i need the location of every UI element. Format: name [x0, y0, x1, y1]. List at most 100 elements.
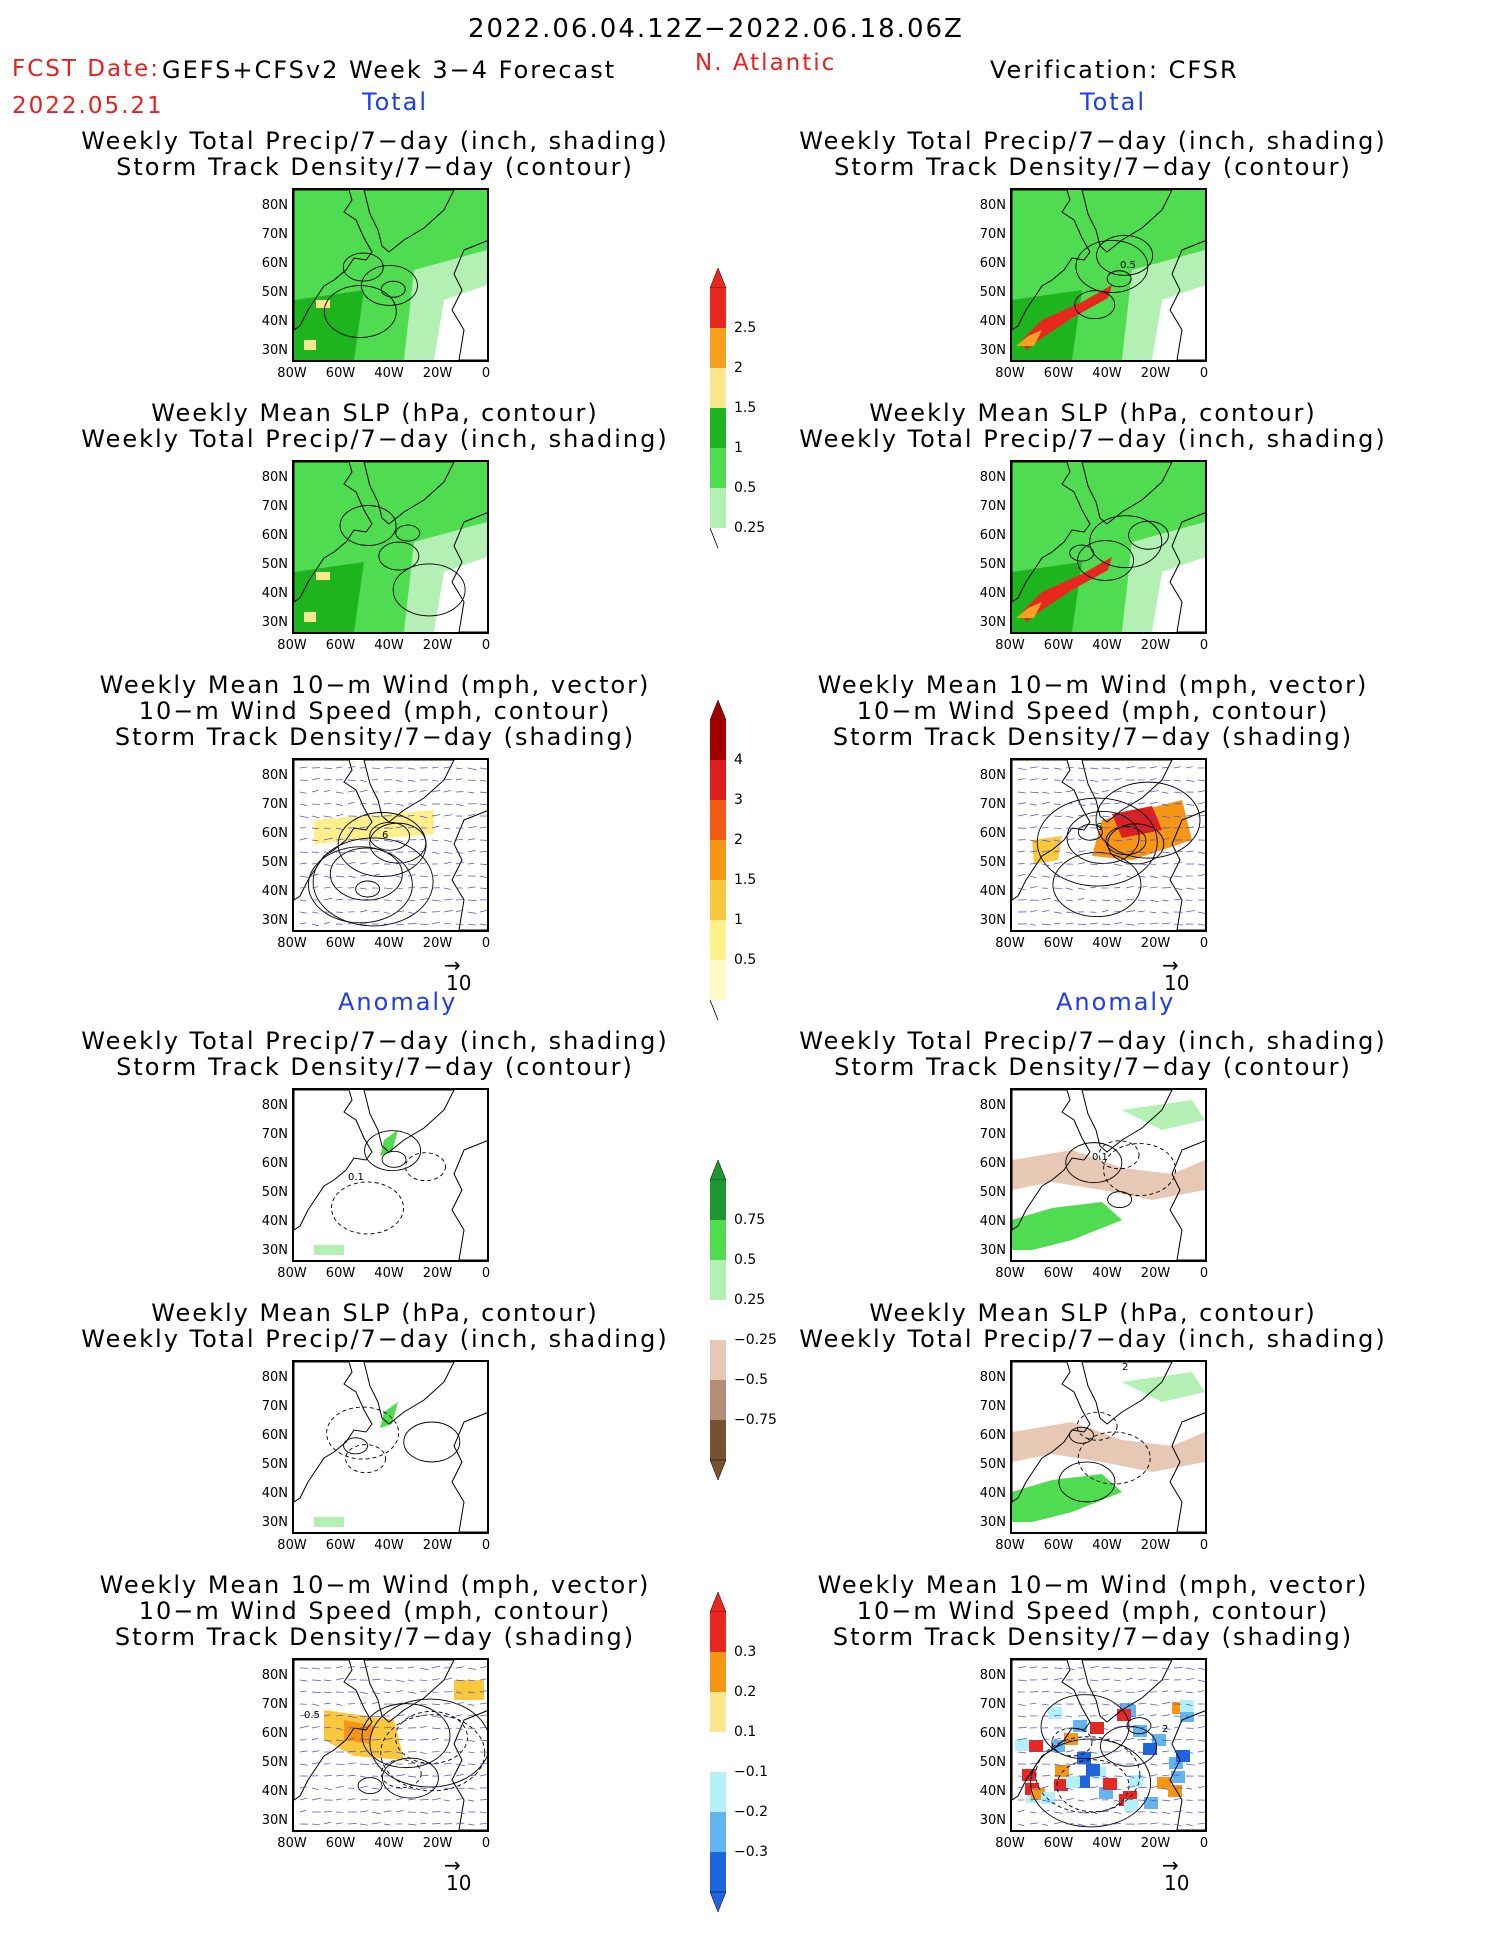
panel-5-1-lon-label: 80W: [990, 1836, 1030, 1851]
colorbar-label: 0.75: [734, 1212, 765, 1228]
panel-2-1-title: Weekly Mean 10−m Wind (mph, vector)10−m …: [743, 672, 1443, 750]
panel-5-1-lat-label: 70N: [966, 1697, 1006, 1712]
panel-3-0-lat-label: 80N: [248, 1098, 288, 1113]
panel-5-1-lat-label: 80N: [966, 1668, 1006, 1683]
panel-0-0-title-line: Storm Track Density/7−day (contour): [25, 154, 725, 180]
colorbar-top-arrow: [710, 700, 726, 720]
panel-1-1-lon-label: 0: [1184, 638, 1224, 653]
panel-1-0-lon-label: 40W: [369, 638, 409, 653]
colorbar-swatch: [710, 328, 726, 368]
colorbar-bottom-arrow: [710, 1460, 726, 1480]
colorbar-top-arrow: [710, 1160, 726, 1180]
panel-0-0-shade-yellow: [316, 300, 330, 308]
panel-4-0-lat-label: 40N: [248, 1486, 288, 1501]
panel-2-1-lon-label: 20W: [1136, 936, 1176, 951]
panel-4-0-lat-label: 30N: [248, 1515, 288, 1530]
panel-2-0-title-line: Weekly Mean 10−m Wind (mph, vector): [25, 672, 725, 698]
panel-0-1-lon-label: 40W: [1087, 366, 1127, 381]
panel-1-0-lat-label: 80N: [248, 470, 288, 485]
panel-5-1-lon-label: 20W: [1136, 1836, 1176, 1851]
panel-2-0-lon-label: 20W: [418, 936, 458, 951]
panel-4-1-map-svg: 2: [1012, 1362, 1205, 1532]
panel-0-0-lon-label: 80W: [272, 366, 312, 381]
panel-4-0-lon-label: 80W: [272, 1538, 312, 1553]
panel-0-0-lon-label: 60W: [321, 366, 361, 381]
colorbar-label: 1.5: [734, 400, 756, 416]
panel-3-0-title: Weekly Total Precip/7−day (inch, shading…: [25, 1028, 725, 1080]
colorbar-swatch: [710, 1340, 726, 1380]
panel-2-0-lat-label: 70N: [248, 797, 288, 812]
panel-2-0-title-line: 10−m Wind Speed (mph, contour): [25, 698, 725, 724]
panel-5-0-lat-label: 60N: [248, 1726, 288, 1741]
panel-1-0-lat-label: 70N: [248, 499, 288, 514]
panel-4-1-lat-label: 80N: [966, 1370, 1006, 1385]
panel-0-0-title-line: Weekly Total Precip/7−day (inch, shading…: [25, 128, 725, 154]
panel-3-0-map: 0.1: [292, 1088, 489, 1262]
panel-3-1-lat-label: 80N: [966, 1098, 1006, 1113]
panel-5-1-lat-label: 50N: [966, 1755, 1006, 1770]
panel-5-1-anom-cell: [1015, 1739, 1029, 1751]
panel-5-1-lon-label: 60W: [1039, 1836, 1079, 1851]
colorbar-label: 0.25: [734, 1292, 765, 1308]
panel-5-0-lon-label: 80W: [272, 1836, 312, 1851]
panel-0-1-title-line: Weekly Total Precip/7−day (inch, shading…: [743, 128, 1443, 154]
panel-2-0-title: Weekly Mean 10−m Wind (mph, vector)10−m …: [25, 672, 725, 750]
panel-3-1-lon-label: 60W: [1039, 1266, 1079, 1281]
colorbar-label: −0.75: [734, 1412, 777, 1428]
colorbar-label: 0.25: [734, 520, 765, 536]
panel-2-0-map-svg: 6: [294, 760, 487, 930]
section-total-right: Total: [1080, 90, 1146, 114]
panel-4-0-lat-label: 80N: [248, 1370, 288, 1385]
panel-0-1-lon-label: 20W: [1136, 366, 1176, 381]
colorbar-swatch: [710, 1260, 726, 1300]
colorbar-swatch: [710, 1852, 726, 1892]
colorbar-label: 2.5: [734, 320, 756, 336]
colorbar-label: 2: [734, 360, 743, 376]
panel-0-0-lat-label: 70N: [248, 227, 288, 242]
panel-2-0-shade-base: [294, 760, 487, 930]
panel-3-1-lon-label: 20W: [1136, 1266, 1176, 1281]
panel-4-1-lat-label: 50N: [966, 1457, 1006, 1472]
panel-4-0-title-line: Weekly Total Precip/7−day (inch, shading…: [25, 1326, 725, 1352]
section-anomaly-right: Anomaly: [1056, 990, 1175, 1014]
panel-5-1-anom-cell: [1086, 1764, 1100, 1776]
forecast-period: 2022.06.04.12Z−2022.06.18.06Z: [468, 16, 964, 42]
panel-2-0-contour-label: 6: [382, 830, 388, 841]
panel-1-0-shade-yellow: [316, 572, 330, 580]
panel-0-1-lon-label: 60W: [1039, 366, 1079, 381]
panel-0-0-lon-label: 0: [466, 366, 506, 381]
colorbar-label: 3: [734, 792, 743, 808]
panel-1-1-lon-label: 60W: [1039, 638, 1079, 653]
panel-0-0-lat-label: 30N: [248, 343, 288, 358]
panel-1-1-lat-label: 30N: [966, 615, 1006, 630]
panel-0-0-map: [292, 188, 489, 362]
panel-1-0-lon-label: 0: [466, 638, 506, 653]
panel-5-0-title: Weekly Mean 10−m Wind (mph, vector)10−m …: [25, 1572, 725, 1650]
panel-3-1-lon-label: 0: [1184, 1266, 1224, 1281]
panel-2-0-lat-label: 80N: [248, 768, 288, 783]
colorbar-swatch: [710, 368, 726, 408]
panel-4-1-lat-label: 60N: [966, 1428, 1006, 1443]
panel-2-0-lon-label: 80W: [272, 936, 312, 951]
panel-1-1-lat-label: 50N: [966, 557, 1006, 572]
panel-5-1-anom-cell: [1066, 1776, 1080, 1788]
panel-4-0-map: [292, 1360, 489, 1534]
panel-1-1-map-svg: [1012, 462, 1205, 632]
panel-1-1-lat-label: 40N: [966, 586, 1006, 601]
panel-5-1-vector-ref: 10: [1164, 1871, 1189, 1895]
panel-5-1-lat-label: 60N: [966, 1726, 1006, 1741]
panel-1-1-title: Weekly Mean SLP (hPa, contour)Weekly Tot…: [743, 400, 1443, 452]
panel-1-0-lon-label: 20W: [418, 638, 458, 653]
panel-3-0-lat-label: 30N: [248, 1243, 288, 1258]
panel-5-1-anom-cell: [1048, 1707, 1062, 1719]
panel-0-1-contour-label: 0.5: [1120, 260, 1136, 271]
colorbar-label: 1.5: [734, 872, 756, 888]
panel-1-0-lat-label: 60N: [248, 528, 288, 543]
panel-1-1-lat-label: 80N: [966, 470, 1006, 485]
panel-2-1-lon-label: 60W: [1039, 936, 1079, 951]
panel-2-1-contour-label: 6: [1096, 822, 1102, 833]
panel-0-1-map-svg: 0.5: [1012, 190, 1205, 360]
